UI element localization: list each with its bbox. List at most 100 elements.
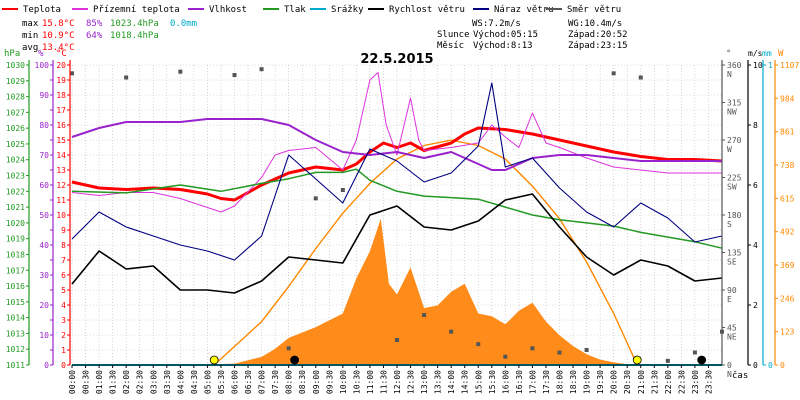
pressure-axis-label: 1027 bbox=[6, 108, 25, 117]
x-tick-label: 18:00 bbox=[556, 370, 565, 394]
direction-axis-label: 90 bbox=[727, 286, 737, 295]
x-tick-label: 10:00 bbox=[339, 370, 348, 394]
pressure-axis-label: 1028 bbox=[6, 93, 25, 102]
sunset-marker bbox=[632, 355, 642, 365]
temperature-axis-label: 20 bbox=[56, 61, 66, 70]
stat-max-label: max bbox=[22, 19, 39, 29]
temperature-axis-label: 3 bbox=[61, 316, 66, 325]
pressure-axis-label: 1013 bbox=[6, 329, 25, 338]
solar-radiation-area bbox=[193, 218, 641, 365]
x-tick-label: 13:30 bbox=[434, 370, 443, 394]
unit-dir: ° bbox=[726, 49, 731, 59]
wind-direction-point bbox=[638, 75, 643, 80]
x-tick-label: 20:00 bbox=[610, 370, 619, 394]
unit-mm: mm bbox=[762, 49, 772, 58]
stat-avg-temp: 13.4°C bbox=[42, 43, 75, 53]
temperature-axis-label: 0 bbox=[61, 361, 66, 370]
humidity-axis-label: 80 bbox=[39, 121, 49, 130]
wind-direction-point bbox=[178, 69, 183, 74]
wind-direction-point bbox=[503, 354, 508, 359]
wind-axis-label: 4 bbox=[753, 241, 758, 250]
pressure-axis-label: 1015 bbox=[6, 298, 25, 307]
direction-compass-label: W bbox=[727, 145, 732, 154]
humidity-axis-label: 10 bbox=[39, 331, 49, 340]
solar-layer bbox=[193, 139, 641, 366]
x-tick-label: 21:00 bbox=[637, 370, 646, 394]
temperature-axis-label: 12 bbox=[56, 181, 66, 190]
direction-compass-label: S bbox=[727, 220, 732, 229]
direction-compass-label: N bbox=[727, 70, 732, 79]
unit-hpa: hPa bbox=[4, 49, 20, 59]
legend-label: Srážky bbox=[331, 5, 364, 15]
chart-title: 22.5.2015 bbox=[360, 52, 433, 67]
x-tick-label: 09:30 bbox=[325, 370, 334, 394]
solar-axis-label: 492 bbox=[780, 228, 795, 237]
wind-axis-label: 10 bbox=[753, 61, 763, 70]
moon-label: Měsíc bbox=[437, 41, 464, 51]
x-tick-label: 01:30 bbox=[109, 370, 118, 394]
temperature-axis-label: 6 bbox=[61, 271, 66, 280]
temperature-axis-label: 7 bbox=[61, 256, 66, 265]
wind-direction-point bbox=[70, 71, 74, 76]
x-tick-label: 15:00 bbox=[474, 370, 483, 394]
direction-axis-label: 135 bbox=[727, 249, 742, 258]
stat-max-press: 1023.4hPa bbox=[110, 19, 159, 29]
solar-axis-label: 615 bbox=[780, 194, 795, 203]
unit-time: čas bbox=[732, 370, 748, 381]
unit-ms: m/s bbox=[748, 49, 763, 58]
direction-compass-label: E bbox=[727, 295, 732, 304]
pressure-line bbox=[71, 168, 723, 249]
unit-temp: °C bbox=[56, 49, 67, 59]
pressure-axis-label: 1023 bbox=[6, 172, 25, 181]
temperature-axis-label: 8 bbox=[61, 241, 66, 250]
x-tick-label: 23:30 bbox=[704, 370, 713, 394]
stat-min-press: 1018.4hPa bbox=[110, 31, 159, 41]
x-tick-label: 22:30 bbox=[677, 370, 686, 394]
solar-axis-label: 0 bbox=[780, 361, 785, 370]
temperature-axis-label: 11 bbox=[56, 196, 66, 205]
temperature-line bbox=[71, 126, 723, 202]
rain-axis-label: 0 bbox=[768, 361, 773, 370]
temperature-axis-label: 19 bbox=[56, 76, 66, 85]
unit-pct: % bbox=[38, 49, 44, 59]
x-tick-label: 13:00 bbox=[420, 370, 429, 394]
x-tick-label: 06:00 bbox=[231, 370, 240, 394]
pressure-axis-label: 1029 bbox=[6, 77, 25, 86]
pressure-axis-label: 1024 bbox=[6, 156, 25, 165]
x-tick-label: 21:30 bbox=[650, 370, 659, 394]
temperature-axis-label: 16 bbox=[56, 121, 66, 130]
humidity-axis-label: 30 bbox=[39, 271, 49, 280]
axis-units: hPa % °C ° m/s mm W čas bbox=[4, 49, 784, 381]
x-tick-label: 17:00 bbox=[528, 370, 537, 394]
humidity-axis-label: 50 bbox=[39, 211, 49, 220]
x-tick-label: 15:30 bbox=[488, 370, 497, 394]
wind-gust-line bbox=[71, 82, 723, 261]
legend-label: Přízemní teplota bbox=[93, 5, 180, 15]
solar-axis-label: 861 bbox=[780, 128, 795, 137]
stats-block: max 15.8°C 85% 1023.4hPa 0.0mm min 10.9°… bbox=[22, 19, 628, 53]
humidity-axis-label: 90 bbox=[39, 91, 49, 100]
pressure-axis-label: 1022 bbox=[6, 187, 25, 196]
wind-direction-point bbox=[395, 338, 399, 342]
stat-max-hum: 85% bbox=[86, 19, 103, 29]
pressure-axis-label: 1026 bbox=[6, 124, 25, 133]
sunrise-marker bbox=[209, 355, 219, 365]
stat-min-hum: 64% bbox=[86, 31, 103, 41]
pressure-axis-label: 1030 bbox=[6, 61, 25, 70]
x-tick-label: 17:30 bbox=[542, 370, 551, 394]
x-tick-label: 12:00 bbox=[393, 370, 402, 394]
pressure-axis-label: 1017 bbox=[6, 266, 25, 275]
wind-direction-point bbox=[665, 358, 670, 363]
wind-speed-line bbox=[71, 193, 723, 294]
solar-max-curve bbox=[213, 139, 638, 366]
x-tick-label: 04:30 bbox=[190, 370, 199, 394]
wind-direction-point bbox=[449, 329, 454, 334]
x-tick-label: 05:30 bbox=[217, 370, 226, 394]
wind-direction-point bbox=[611, 71, 616, 76]
direction-compass-label: NW bbox=[727, 108, 737, 117]
moon-set: Západ:23:15 bbox=[568, 41, 628, 51]
x-tick-label: 04:00 bbox=[176, 370, 185, 394]
temperature-axis-label: 18 bbox=[56, 91, 66, 100]
x-tick-label: 22:00 bbox=[664, 370, 673, 394]
legend-label: Rychlost větru bbox=[389, 5, 465, 15]
